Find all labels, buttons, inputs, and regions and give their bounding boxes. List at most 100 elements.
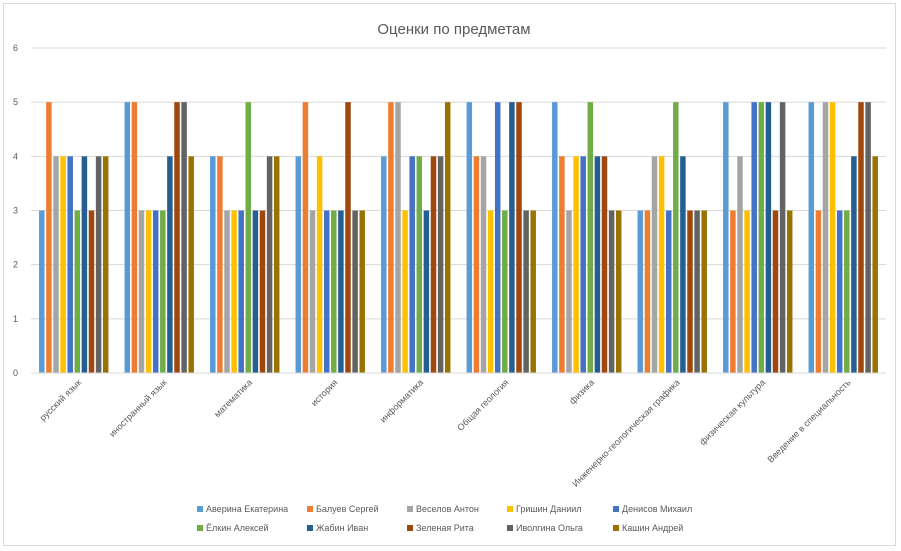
bar bbox=[594, 156, 601, 373]
legend-swatch bbox=[507, 506, 513, 512]
bar bbox=[765, 102, 772, 374]
legend-label: Жабин Иван bbox=[316, 523, 368, 533]
bar bbox=[152, 210, 159, 373]
chart-frame: Оценки по предметам 0 1 2 3 4 5 6 русский язык… bbox=[3, 3, 896, 546]
bar bbox=[758, 102, 765, 374]
bar bbox=[680, 156, 686, 373]
bar bbox=[723, 102, 729, 374]
bar bbox=[658, 156, 665, 373]
bar bbox=[81, 156, 88, 373]
bar bbox=[323, 210, 330, 373]
bar bbox=[46, 102, 52, 374]
bar bbox=[252, 210, 259, 373]
bar bbox=[138, 210, 145, 373]
bar bbox=[131, 102, 138, 374]
bar bbox=[53, 156, 59, 373]
category-label: информатика bbox=[378, 377, 425, 424]
bar bbox=[580, 156, 586, 373]
chart-svg: Оценки по предметам 0 1 2 3 4 5 6 русский язык… bbox=[13, 21, 886, 533]
bar bbox=[487, 210, 494, 373]
bar bbox=[822, 102, 829, 374]
category-label: Общая геология bbox=[455, 377, 511, 433]
bar bbox=[402, 210, 408, 373]
bar bbox=[786, 210, 793, 373]
bar bbox=[74, 210, 81, 373]
bar bbox=[573, 156, 579, 373]
legend-label: Балуев Сергей bbox=[316, 504, 378, 514]
bar bbox=[102, 156, 109, 373]
legend-swatch bbox=[197, 506, 203, 512]
y-tick-label: 2 bbox=[13, 260, 18, 270]
bar bbox=[181, 102, 187, 374]
legend-label: Аверина Екатерина bbox=[206, 504, 288, 514]
bar bbox=[145, 210, 152, 373]
category-label: математика bbox=[212, 377, 254, 419]
bar bbox=[224, 210, 230, 373]
y-tick-label: 3 bbox=[13, 206, 18, 216]
legend-label: Зеленая Рита bbox=[416, 523, 474, 533]
bar bbox=[273, 156, 280, 373]
bar bbox=[587, 102, 594, 374]
bar bbox=[345, 102, 351, 374]
bar bbox=[673, 102, 679, 374]
bar bbox=[502, 210, 508, 373]
bar bbox=[60, 156, 66, 373]
bar bbox=[665, 210, 672, 373]
y-tick-label: 6 bbox=[13, 43, 18, 53]
category-label: Инженерно-геологическая графика bbox=[570, 377, 681, 488]
bar bbox=[338, 210, 344, 373]
bar bbox=[331, 210, 337, 373]
bar bbox=[858, 102, 864, 374]
bar bbox=[851, 156, 857, 373]
legend-label: Гришин Даниил bbox=[516, 504, 582, 514]
bar bbox=[751, 102, 757, 374]
bar bbox=[309, 210, 316, 373]
legend-swatch bbox=[307, 525, 313, 531]
bar bbox=[430, 156, 437, 373]
bar bbox=[473, 156, 480, 373]
bar bbox=[395, 102, 401, 374]
bar bbox=[608, 210, 615, 373]
bar bbox=[730, 210, 736, 373]
bar bbox=[644, 210, 651, 373]
bar bbox=[480, 156, 487, 373]
bar bbox=[829, 102, 836, 374]
bar bbox=[302, 102, 309, 374]
bar bbox=[39, 210, 45, 373]
bar bbox=[359, 210, 365, 373]
bar bbox=[494, 102, 501, 374]
bar bbox=[701, 210, 707, 373]
bar bbox=[566, 210, 572, 373]
category-label: Введение в специальность bbox=[765, 377, 852, 464]
y-tick-label: 0 bbox=[13, 368, 18, 378]
category-label: история bbox=[309, 377, 340, 408]
bar bbox=[124, 102, 131, 374]
category-label: русский язык bbox=[38, 377, 83, 422]
bar bbox=[651, 156, 658, 373]
bar bbox=[188, 156, 194, 373]
bar bbox=[316, 156, 323, 373]
bar bbox=[423, 210, 430, 373]
chart-title: Оценки по предметам bbox=[377, 21, 530, 38]
y-tick-label: 4 bbox=[13, 151, 18, 161]
bar bbox=[210, 156, 216, 373]
bar bbox=[737, 156, 743, 373]
bar bbox=[167, 156, 173, 373]
bar bbox=[601, 156, 608, 373]
bar bbox=[615, 210, 622, 373]
bar bbox=[844, 210, 850, 373]
legend-label: Иволгина Ольга bbox=[516, 523, 583, 533]
legend-swatch bbox=[307, 506, 313, 512]
legend-swatch bbox=[613, 506, 619, 512]
bar bbox=[865, 102, 871, 374]
legend-label: Денисов Михаил bbox=[622, 504, 692, 514]
bar bbox=[295, 156, 302, 373]
bar bbox=[808, 102, 815, 374]
y-tick-label: 1 bbox=[13, 314, 18, 324]
bar bbox=[67, 156, 73, 373]
bar bbox=[516, 102, 522, 374]
bar bbox=[466, 102, 473, 374]
bar bbox=[231, 210, 237, 373]
bar bbox=[88, 210, 95, 373]
bar bbox=[559, 156, 565, 373]
